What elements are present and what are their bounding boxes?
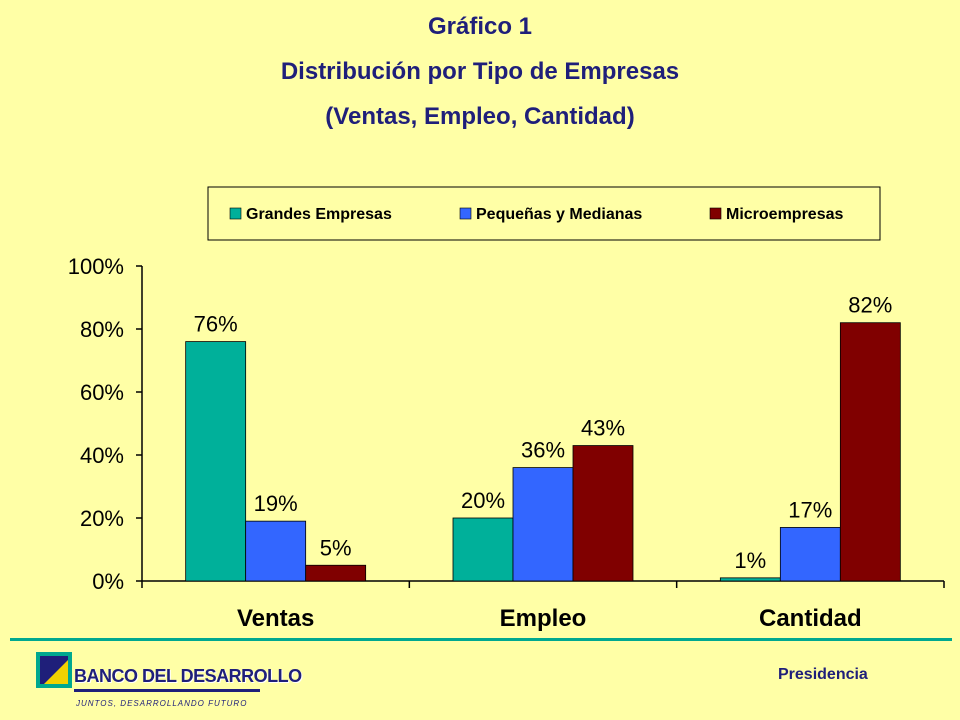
data-label: 82% (848, 293, 892, 318)
x-category-label: Cantidad (759, 605, 862, 632)
bar (245, 520, 307, 582)
data-label: 36% (521, 438, 565, 463)
legend-entry: Microempresas (726, 206, 843, 223)
y-tick-label: 40% (80, 443, 124, 468)
data-label: 5% (320, 535, 352, 560)
x-category-label: Empleo (500, 605, 587, 632)
y-tick-label: 100% (68, 254, 124, 279)
legend-box (207, 186, 881, 241)
chart-title-line1: Gráfico 1 (427, 13, 533, 40)
bank-logo-text: BANCO DEL DESARROLLO (74, 666, 302, 686)
bar-chart: 0% 20% 40% 60% 80% 100% 76% 19% 5% Ventas 20% 36% 43… (68, 186, 945, 632)
bar (779, 527, 841, 582)
bar (572, 445, 634, 582)
chart-title-block: Gráfico 1 Distribución por Tipo de Empre… (0, 4, 960, 139)
chart-title-line2: Distribución por Tipo de Empresas (280, 58, 680, 85)
bank-logo: BANCO DEL DESARROLLO JUNTOS, DESARROLLAN… (36, 652, 302, 712)
y-tick-label: 80% (80, 317, 124, 342)
bar (185, 341, 247, 582)
bar (305, 564, 367, 582)
bar (512, 467, 574, 582)
y-tick-label: 60% (80, 380, 124, 405)
chart-title-line3: (Ventas, Empleo, Cantidad) (325, 103, 635, 130)
footer-divider (10, 638, 952, 641)
legend-entry: Grandes Empresas (246, 206, 392, 223)
data-label: 17% (788, 497, 832, 522)
bank-logo-mark-icon (36, 652, 72, 688)
bank-logo-underline (74, 689, 260, 692)
bar (839, 322, 901, 582)
y-tick-label: 0% (92, 569, 124, 594)
legend-swatch (229, 207, 242, 220)
legend-swatch (459, 207, 472, 220)
legend-entry: Pequeñas y Medianas (476, 206, 642, 223)
x-category-label: Ventas (237, 605, 314, 632)
data-label: 76% (194, 312, 238, 337)
bar (719, 577, 781, 582)
data-label: 1% (734, 548, 766, 573)
data-label: 20% (461, 488, 505, 513)
data-label: 19% (254, 491, 298, 516)
bank-tagline: JUNTOS, DESARROLLANDO FUTURO (76, 699, 248, 708)
data-label: 43% (581, 416, 625, 441)
bar (452, 517, 514, 582)
y-tick-label: 20% (80, 506, 124, 531)
footer-section-label: Presidencia (778, 666, 868, 683)
legend-swatch (709, 207, 722, 220)
